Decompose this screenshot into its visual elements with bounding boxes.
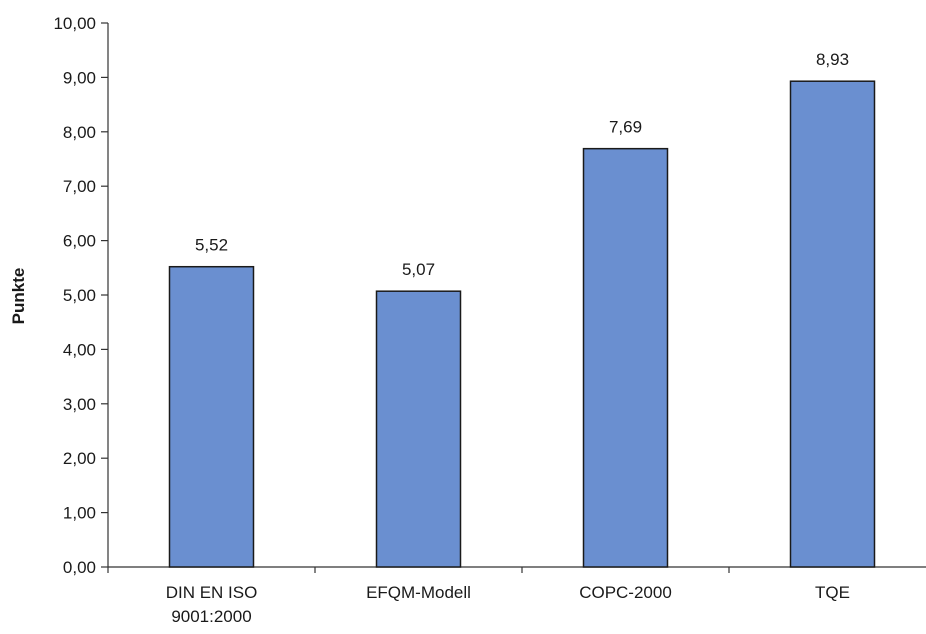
y-tick-label: 10,00	[53, 14, 96, 33]
y-axis-title: Punkte	[9, 268, 28, 325]
y-tick-label: 0,00	[63, 558, 96, 577]
bar	[168, 265, 255, 568]
x-tick-label: DIN EN ISO	[166, 583, 258, 602]
bar	[582, 147, 669, 568]
y-tick-label: 3,00	[63, 395, 96, 414]
labels-layer: 5,52 DIN EN ISO 9001:2000 5,07 EFQM-Modell 7,…	[166, 50, 850, 626]
y-tick-label: 8,00	[63, 123, 96, 142]
y-tick-label: 6,00	[63, 232, 96, 251]
y-tick-label: 9,00	[63, 68, 96, 87]
y-tick-label: 5,00	[63, 286, 96, 305]
x-tick-label: EFQM-Modell	[366, 583, 471, 602]
bar	[789, 80, 876, 568]
data-label: 7,69	[609, 118, 642, 137]
x-tick-label: TQE	[815, 583, 850, 602]
data-label: 5,07	[402, 260, 435, 279]
data-label: 8,93	[816, 50, 849, 69]
data-label: 5,52	[195, 236, 228, 255]
y-tick-label: 4,00	[63, 340, 96, 359]
axes-layer: 0,00 1,00 2,00 3,00 4,00 5,00 6,00 7,00 8,00 9,00…	[53, 14, 926, 577]
x-tick-label: 9001:2000	[171, 607, 251, 626]
bars-layer	[168, 80, 876, 568]
y-tick-label: 1,00	[63, 504, 96, 523]
y-tick-label: 7,00	[63, 177, 96, 196]
y-tick-label: 2,00	[63, 449, 96, 468]
bar	[375, 290, 462, 568]
x-tick-label: COPC-2000	[579, 583, 672, 602]
